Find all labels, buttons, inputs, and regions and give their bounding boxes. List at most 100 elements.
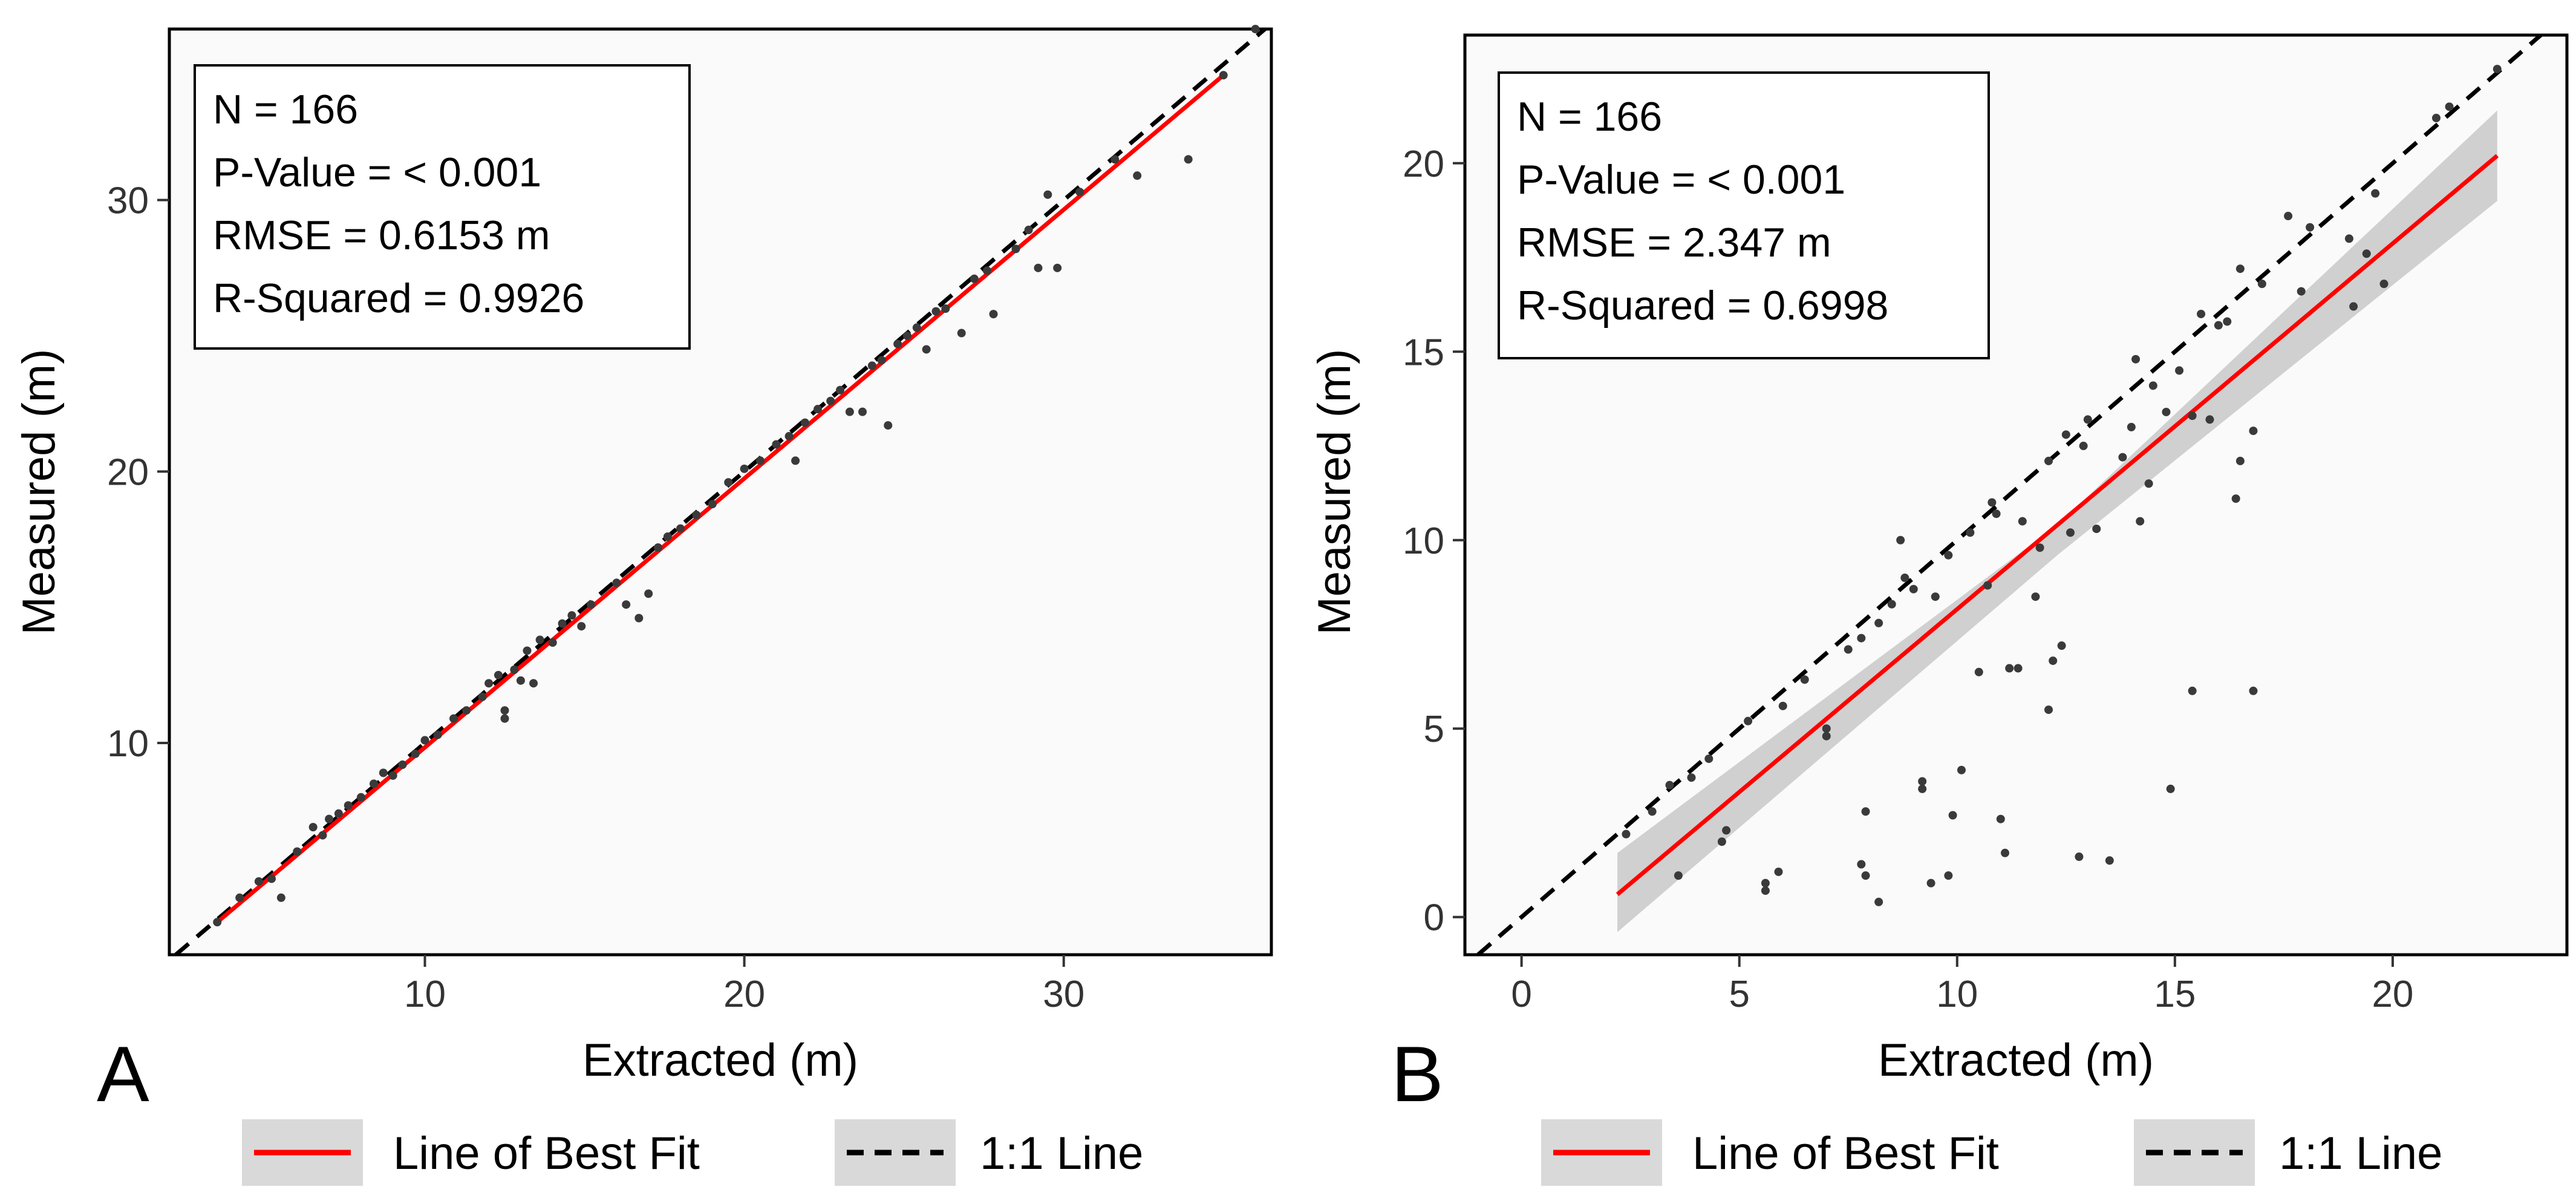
panel-a-data-point [791,456,800,465]
panel-b-x-ticks: 0 5 10 15 20 [1511,955,2413,1015]
panel-a-legend: Line of Best Fit 1:1 Line [242,1119,1143,1186]
panel-a-data-point [276,893,285,902]
panel-b-data-point [2445,102,2454,111]
panel-b-data-point [1744,716,1753,725]
panel-a-data-point [1133,171,1142,180]
panel-a-data-point [1075,188,1084,197]
panel-b-data-point [1948,811,1957,820]
panel-b-data-point [1622,829,1631,839]
panel-a-x-tick-label: 30 [1043,973,1084,1015]
panel-b-data-point [1674,871,1683,880]
panel-b-data-point [2493,65,2502,74]
panel-b-one-to-one-line [1476,33,2543,957]
panel-a-y-axis-label: Measured (m) [13,349,65,635]
panel-a-data-point [318,831,327,840]
panel-a-data-point [516,676,525,685]
panel-b-data-point [1822,724,1831,733]
panel-a-letter: A [97,1030,149,1118]
panel-a-one-to-one-segment [174,27,1267,957]
panel-b-data-point [1844,645,1853,654]
panel-a-data-point [784,432,794,441]
panel-b-data-point [1887,600,1896,609]
panel-a-data-point [558,619,567,628]
panel-a-data-point [708,500,717,509]
panel-a-data-point [724,478,733,487]
panel-a-data-point [884,421,893,430]
panel-a-data-point [663,532,672,541]
panel-b-data-point [1957,765,1966,774]
panel-a-data-point [379,768,388,777]
panel-b-data-point [2000,848,2009,857]
panel-b-data-point [2083,415,2092,424]
panel-a-data-point [356,793,365,802]
panel-b-stat-n: N = 166 [1517,94,1662,140]
panel-b-data-point [2044,456,2053,465]
panel-a-data-point [567,611,576,620]
panel-a-data-point [548,638,557,647]
panel-a-data-point [213,918,222,927]
panel-b-data-point [1778,701,1787,710]
panel-b-data-point [1857,633,1866,643]
panel-b-data-point [2148,381,2157,390]
panel-a-x-ticks: 10 20 30 [404,955,1084,1015]
panel-b-data-point [2349,302,2358,311]
panel-b-data-point [2362,249,2371,258]
panel-b-data-point [1861,871,1870,880]
panel-a-data-point [369,779,378,788]
panel-b-data-point [1974,667,1983,676]
panel-a-data-point [500,706,509,715]
panel-a-x-axis-label: Extracted (m) [582,1035,858,1086]
panel-b-data-point [2162,407,2171,416]
panel-a-best-fit-line [215,73,1225,924]
panel-b-data-point [2284,212,2293,221]
panel-b-data-point [2061,430,2070,439]
panel-b-data-point [1909,584,1918,594]
panel-b-data-point [2188,686,2197,695]
panel-a-data-point [1034,263,1043,272]
panel-b-x-tick-label: 0 [1511,973,1531,1015]
panel-b-data-point [2431,114,2441,123]
panel-a-data-point [523,646,532,655]
panel-b-data-point [2049,656,2058,666]
panel-b-data-point [1918,777,1927,786]
panel-b-data-point [2075,852,2084,862]
panel-a-stats-box [194,64,691,350]
panel-b-data-point [2044,705,2053,715]
panel-b-data-point [1874,897,1883,906]
panel-b-data-point [2005,664,2014,673]
panel-a-points [213,25,1260,927]
panel-b-y-tick-label: 0 [1424,897,1444,939]
panel-b-data-point [1665,780,1674,790]
panel-b-data-point [2035,543,2044,552]
panel-a-data-point [1219,71,1228,80]
panel-b-data-point [2105,856,2114,865]
panel-b-data-point [1704,754,1714,764]
panel-b-data-point [1687,773,1696,782]
panel-b-y-tick-label: 15 [1403,332,1444,373]
panel-b-data-point [1857,860,1866,869]
panel-a-data-point [308,823,318,832]
panel-b-ci-band-area [1617,110,2497,932]
panel-a-data-point [858,407,867,416]
panel-b-data-point [1983,581,1992,590]
panel-b-data-point [2127,422,2136,431]
panel-b-data-point [2188,411,2197,420]
panel-a-data-point [957,329,966,338]
panel-a-data-point [254,877,263,886]
panel-a-data-point [484,679,494,688]
panel-a-data-point [388,771,397,780]
panel-a-data-point [922,345,931,354]
panel-b-best-fit-line [1616,154,2499,897]
panel-a-data-point [970,274,979,283]
panel-b-legend: Line of Best Fit 1:1 Line [1541,1119,2442,1186]
panel-b-data-point [1761,878,1770,888]
legend-b-one-to-one-label: 1:1 Line [2279,1128,2442,1179]
panel-b-data-point [1800,675,1809,684]
panel-b-data-point [2066,528,2075,537]
panel-a-data-point [420,736,429,745]
panel-a-data-point [478,692,487,701]
panel-b-data-point [2344,234,2353,243]
panel-b-y-ticks: 0 5 10 15 20 [1403,143,1465,939]
panel-b-data-point [1918,784,1927,793]
panel-a-data-point [692,511,701,520]
